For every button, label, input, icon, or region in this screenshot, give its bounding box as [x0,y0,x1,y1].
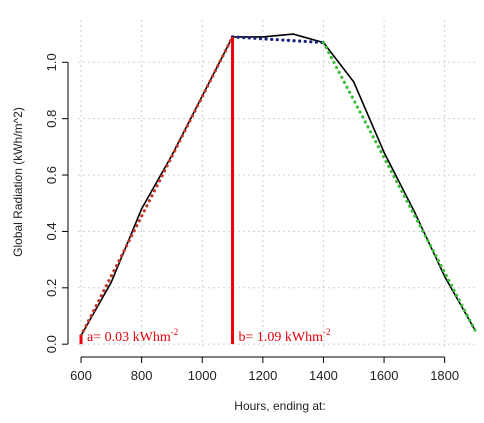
grid [78,20,478,347]
annotations: a= 0.03 kWhm-2 b= 1.09 kWhm-2 [87,327,331,345]
y-tick-label: 0.8 [44,110,59,128]
series-layer [79,33,477,338]
x-tick-label: 600 [70,368,92,383]
y-tick-label: 0.4 [44,222,59,240]
y-tick-label: 0.2 [44,279,59,297]
x-tick-label: 1600 [370,368,399,383]
x-tick-label: 1200 [248,368,277,383]
annotation-label: b= 1.09 kWhm-2 [239,327,331,345]
fit-line-dotted [79,35,235,338]
y-tick-label: 1.0 [44,53,59,71]
x-tick-label: 1400 [309,368,338,383]
annotation-label: a= 0.03 kWhm-2 [87,327,178,345]
fit-line-dotted [321,40,477,332]
x-axis-title: Hours, ending at: [234,399,325,413]
marker-layer [79,36,235,345]
y-axis-title: Global Radiation (kWh/m^2) [11,107,25,257]
x-tick-label: 1000 [188,368,217,383]
y-tick-label: 0.0 [44,335,59,353]
fit-line-dotted [230,35,326,45]
x-tick-label: 800 [131,368,153,383]
data-line [80,33,476,337]
x-tick-label: 1800 [430,368,459,383]
y-tick-label: 0.6 [44,166,59,184]
axes: 600 800 1000 1200 1400 1600 1800 0.0 0.2 0.4 0.6 0.… [44,53,459,383]
